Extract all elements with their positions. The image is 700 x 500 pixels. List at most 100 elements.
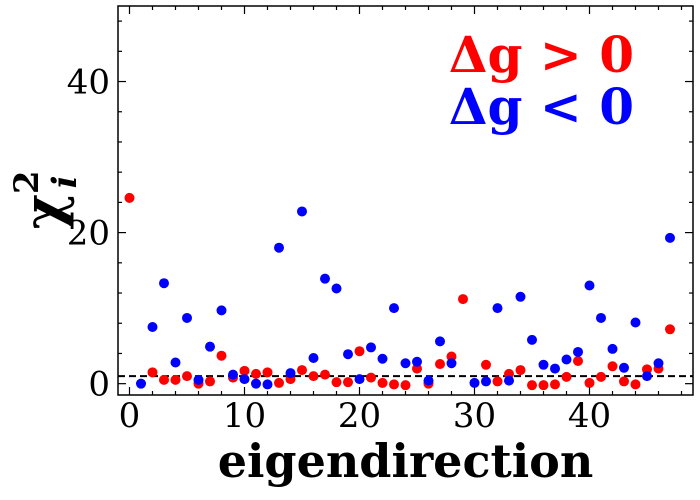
data-point-pos-7: [205, 376, 215, 387]
data-point-neg-16: [308, 352, 319, 363]
data-point-neg-6: [193, 374, 204, 385]
data-point-pos-32: [492, 376, 503, 387]
data-point-neg-7: [205, 341, 215, 352]
tick-layer: [118, 6, 693, 395]
data-point-pos-47: [665, 324, 675, 335]
x-axis-label: eigendirection: [218, 434, 594, 488]
data-point-neg-19: [343, 349, 353, 360]
data-point-pos-40: [584, 377, 595, 388]
data-point-neg-28: [446, 358, 457, 369]
data-point-pos-44: [630, 379, 641, 390]
y-tick-label-0: 0: [88, 365, 110, 405]
y-axis-label-base: χ: [11, 194, 75, 230]
data-point-neg-2: [147, 322, 158, 333]
plot-layer: [117, 5, 694, 396]
data-point-neg-43: [619, 362, 629, 373]
data-point-pos-19: [343, 377, 353, 388]
y-axis-label: χ2i: [7, 170, 85, 229]
data-point-pos-42: [607, 361, 618, 372]
data-point-neg-30: [469, 377, 480, 388]
y-tick-label-40: 40: [67, 63, 110, 103]
data-point-pos-5: [182, 371, 192, 382]
data-point-neg-37: [550, 363, 560, 374]
data-point-neg-27: [435, 336, 445, 347]
data-point-pos-0: [124, 192, 135, 203]
data-point-neg-21: [366, 342, 376, 353]
data-point-neg-44: [630, 317, 641, 328]
data-point-pos-4: [170, 374, 181, 385]
data-point-pos-38: [561, 371, 572, 382]
data-point-neg-26: [423, 375, 434, 386]
data-point-neg-13: [274, 242, 284, 253]
x-tick-label-30: 30: [453, 396, 496, 436]
data-point-pos-41: [596, 371, 606, 382]
data-point-pos-13: [274, 377, 284, 388]
data-point-pos-31: [481, 359, 491, 370]
data-point-neg-40: [584, 280, 595, 291]
data-point-neg-34: [515, 291, 526, 302]
data-point-neg-17: [320, 273, 330, 284]
data-point-pos-12: [262, 367, 273, 378]
data-point-neg-32: [492, 303, 503, 314]
data-point-pos-34: [515, 365, 526, 376]
data-point-pos-37: [550, 379, 560, 390]
data-point-pos-15: [297, 365, 307, 376]
data-point-neg-14: [285, 368, 296, 379]
data-point-neg-11: [251, 378, 261, 389]
data-point-neg-3: [159, 278, 169, 289]
data-point-neg-46: [653, 358, 664, 369]
data-point-pos-17: [320, 369, 330, 380]
data-point-neg-8: [216, 305, 227, 316]
data-point-neg-35: [527, 334, 537, 345]
data-point-pos-11: [251, 368, 261, 379]
data-point-pos-23: [389, 379, 399, 390]
data-point-neg-20: [354, 374, 365, 385]
data-point-neg-23: [389, 303, 399, 314]
x-tick-label-0: 0: [119, 396, 141, 436]
data-point-neg-42: [607, 343, 618, 354]
legend-entry-negative: Δg < 0: [449, 77, 634, 136]
data-point-pos-16: [308, 371, 319, 382]
y-axis-label-sub: i: [45, 175, 85, 188]
data-point-neg-22: [377, 353, 388, 364]
y-tick-label-20: 20: [67, 214, 110, 254]
data-point-pos-10: [239, 365, 250, 376]
data-point-neg-24: [400, 358, 411, 369]
data-point-pos-35: [527, 380, 537, 391]
data-point-pos-27: [435, 359, 445, 370]
data-point-neg-4: [170, 357, 181, 368]
data-point-neg-12: [262, 379, 273, 390]
data-point-neg-47: [665, 232, 675, 243]
data-point-pos-3: [159, 374, 169, 385]
data-point-neg-9: [228, 369, 238, 380]
data-point-pos-39: [573, 356, 583, 367]
data-point-neg-18: [331, 283, 342, 294]
data-point-neg-10: [239, 374, 250, 385]
data-point-neg-45: [642, 371, 652, 382]
data-point-pos-36: [538, 380, 549, 391]
data-point-pos-20: [354, 346, 365, 357]
legend: Δg > 0Δg < 0: [449, 25, 634, 136]
legend-entry-positive: Δg > 0: [449, 25, 634, 84]
data-point-pos-8: [216, 350, 227, 361]
x-tick-label-10: 10: [223, 396, 266, 436]
data-point-neg-39: [573, 346, 583, 357]
data-point-pos-22: [377, 377, 388, 388]
data-point-pos-24: [400, 380, 411, 391]
data-point-neg-33: [504, 375, 514, 386]
data-point-pos-18: [331, 377, 342, 388]
data-point-neg-5: [182, 312, 192, 323]
data-point-neg-25: [412, 356, 422, 367]
x-tick-label-20: 20: [338, 396, 381, 436]
data-point-pos-21: [366, 372, 376, 383]
data-point-neg-36: [538, 359, 549, 370]
y-axis-label-sup: 2: [7, 170, 47, 194]
data-point-neg-15: [297, 206, 307, 217]
data-point-pos-29: [458, 294, 468, 305]
data-point-pos-43: [619, 376, 629, 387]
data-point-neg-31: [481, 376, 491, 387]
x-tick-label-40: 40: [568, 396, 611, 436]
data-point-neg-38: [561, 354, 572, 365]
